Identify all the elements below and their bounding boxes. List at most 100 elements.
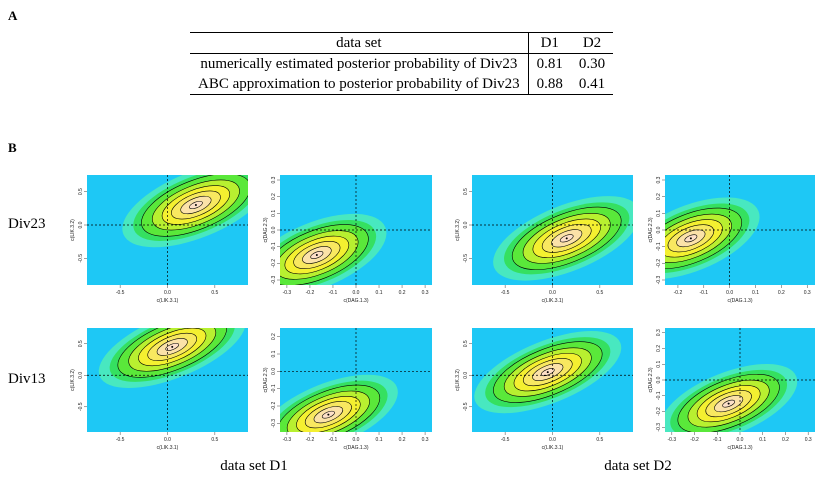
- density-peak: [546, 371, 549, 374]
- density-peak: [727, 402, 730, 405]
- x-tick-label: -0.5: [116, 290, 125, 296]
- y-tick-label: 0.2: [656, 345, 662, 352]
- y-axis-label: c(DAG.2.3): [263, 217, 269, 242]
- x-tick-label: 0.5: [211, 437, 218, 443]
- x-tick-label: -0.3: [283, 437, 292, 443]
- table-cell: 0.88: [536, 76, 563, 92]
- x-tick-label: 0.3: [422, 437, 429, 443]
- density-layer: [665, 328, 815, 432]
- y-tick-label: 0.1: [656, 210, 662, 217]
- x-tick-label: 0.0: [353, 290, 360, 296]
- y-tick-label: 0.0: [78, 221, 84, 228]
- results-table: data set D1 D2 numerically estimated pos…: [190, 32, 614, 95]
- x-tick-label: -0.2: [690, 437, 699, 443]
- x-tick-label: 0.0: [549, 437, 556, 443]
- y-axis-label: c(LIK.3.2): [70, 219, 76, 241]
- x-axis-label: c(LIK.3.1): [542, 298, 564, 304]
- y-tick-label: 0.0: [78, 372, 84, 379]
- x-axis-label: c(DAG.1.3): [727, 445, 752, 451]
- x-tick-label: -0.3: [283, 290, 292, 296]
- density-plot: -0.5 0.0 0.5 -0.5 0.0 0.5 c(LIK.3.1) c(LIK.3.2): [455, 328, 633, 451]
- y-tick-label: 0.5: [78, 340, 84, 347]
- y-tick-label: -0.5: [463, 402, 469, 411]
- y-tick-label: -0.2: [656, 259, 662, 268]
- y-tick-label: 0.1: [271, 210, 277, 217]
- x-tick-label: 0.0: [726, 290, 733, 296]
- column-label: data set D1: [220, 458, 287, 474]
- density-layer: [665, 175, 815, 285]
- y-tick-label: 0.2: [656, 193, 662, 200]
- y-tick-label: 0.0: [656, 226, 662, 233]
- x-axis-label: c(LIK.3.1): [157, 445, 179, 451]
- table-header: D2: [570, 32, 614, 54]
- y-tick-label: 0.1: [271, 350, 277, 357]
- density-peak: [194, 204, 197, 206]
- y-tick-label: 0.2: [271, 193, 277, 200]
- x-tick-label: -0.2: [306, 290, 315, 296]
- density-layer: [472, 328, 633, 432]
- density-plot: -0.5 0.0 0.5 -0.5 0.0 0.5 c(LIK.3.1) c(LIK.3.2): [70, 175, 248, 304]
- y-tick-label: -0.1: [656, 242, 662, 251]
- y-tick-label: 0.3: [656, 329, 662, 336]
- x-tick-label: 0.1: [752, 290, 759, 296]
- density-plot: -0.3 -0.2 -0.1 0.0 0.1 0.2 0.3 -0.3 -0.2 -0.1 0.0 0…: [263, 328, 432, 451]
- x-axis-label: c(LIK.3.1): [157, 298, 179, 304]
- x-tick-label: 0.2: [782, 437, 789, 443]
- x-tick-label: -0.1: [329, 290, 338, 296]
- table-header: data set: [190, 32, 529, 54]
- y-tick-label: 0.0: [463, 372, 469, 379]
- table-cell: 0.41: [578, 76, 606, 92]
- y-tick-label: -0.2: [271, 401, 277, 410]
- y-axis-label: c(DAG.2.3): [648, 217, 654, 242]
- table-header: D1: [528, 32, 571, 54]
- x-tick-label: 0.3: [804, 290, 811, 296]
- x-tick-label: 0.1: [376, 290, 383, 296]
- table-cell: ABC approximation to posterior probabili…: [190, 74, 529, 95]
- column-label: data set D2: [604, 458, 671, 474]
- x-tick-label: 0.2: [778, 290, 785, 296]
- x-tick-label: 0.5: [596, 437, 603, 443]
- y-tick-label: -0.2: [656, 407, 662, 416]
- y-tick-label: -0.3: [656, 275, 662, 284]
- y-axis-label: c(LIK.3.2): [455, 219, 461, 241]
- density-peak: [315, 254, 318, 256]
- y-tick-label: 0.3: [271, 176, 277, 183]
- x-tick-label: 0.0: [549, 290, 556, 296]
- x-axis-label: c(DAG.1.3): [727, 298, 752, 304]
- x-axis-label: c(DAG.1.3): [343, 298, 368, 304]
- x-tick-label: 0.0: [164, 290, 171, 296]
- panel-label: B: [8, 140, 17, 155]
- y-tick-label: 0.0: [656, 376, 662, 383]
- density-plot: -0.5 0.0 0.5 -0.5 0.0 0.5 c(LIK.3.1) c(LIK.3.2): [455, 175, 633, 304]
- y-tick-label: -0.1: [271, 384, 277, 393]
- table-cell: 0.30: [578, 56, 606, 72]
- y-tick-label: 0.0: [271, 226, 277, 233]
- x-tick-label: -0.1: [713, 437, 722, 443]
- density-layer: [280, 175, 432, 285]
- y-tick-label: -0.5: [78, 402, 84, 411]
- table-cell: 0.81: [536, 56, 563, 72]
- y-tick-label: 0.5: [463, 188, 469, 195]
- row-label: Div13: [8, 371, 46, 387]
- density-plot: -0.3 -0.2 -0.1 0.0 0.1 0.2 0.3 -0.3 -0.2 -0.1 0.0 0…: [263, 175, 432, 304]
- y-axis-label: c(DAG.2.3): [263, 367, 269, 392]
- y-tick-label: 0.1: [656, 361, 662, 368]
- density-peak: [171, 345, 174, 348]
- density-peak: [689, 237, 692, 240]
- y-tick-label: 0.3: [656, 176, 662, 183]
- density-layer: [472, 175, 633, 285]
- x-axis-label: c(DAG.1.3): [343, 445, 368, 451]
- density-peak: [565, 237, 568, 240]
- x-tick-label: -0.5: [501, 437, 510, 443]
- y-tick-label: -0.3: [271, 419, 277, 428]
- density-peak: [327, 413, 330, 416]
- x-tick-label: 0.2: [399, 290, 406, 296]
- x-tick-label: 0.5: [211, 290, 218, 296]
- y-tick-label: -0.5: [78, 254, 84, 263]
- x-tick-label: 0.0: [353, 437, 360, 443]
- density-layer: [87, 328, 248, 432]
- density-plot: -0.2 -0.1 0.0 0.1 0.2 0.3 -0.3 -0.2 -0.1 0.0 0.1 0.…: [648, 175, 815, 304]
- x-tick-label: 0.1: [759, 437, 766, 443]
- y-tick-label: -0.5: [463, 254, 469, 263]
